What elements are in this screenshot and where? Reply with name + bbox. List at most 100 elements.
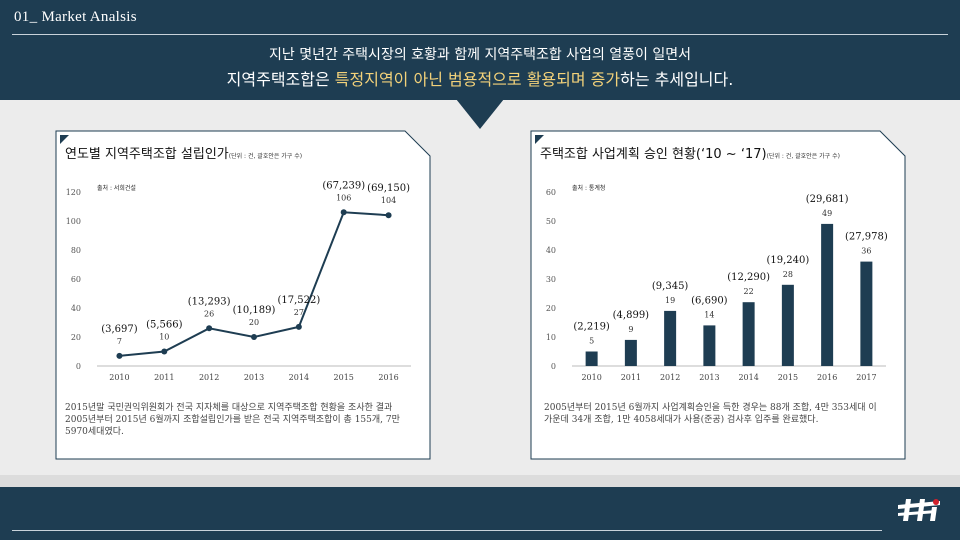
data-point xyxy=(340,209,347,216)
bar xyxy=(821,223,834,366)
point-household-label: (5,566) xyxy=(146,320,183,331)
point-household-label: (69,150) xyxy=(367,183,410,194)
bar-chart-description: 2005년부터 2015년 6월까지 사업계획승인을 득한 경우는 88개 조합… xyxy=(544,403,877,425)
header-band xyxy=(0,0,960,100)
bar xyxy=(664,310,677,366)
data-point xyxy=(385,212,392,219)
bar-value-label: 9 xyxy=(628,325,633,334)
x-tick-label: 2014 xyxy=(738,373,758,382)
bar-value-label: 28 xyxy=(783,270,793,279)
point-household-label: (3,697) xyxy=(101,324,138,335)
panel-frame xyxy=(55,130,431,460)
bar-household-label: (12,290) xyxy=(727,272,770,283)
bar xyxy=(742,302,755,366)
x-tick-label: 2012 xyxy=(660,373,680,382)
bar-household-label: (2,219) xyxy=(573,322,610,333)
bar-chart-title: 주택조합 사업계획 승인 현황(‘10 ~ ‘17)(단위 : 건, 괄호안은 … xyxy=(540,143,840,162)
panel-frame xyxy=(530,130,906,460)
x-tick-label: 2011 xyxy=(621,373,641,382)
page-title: 01_ Market Analsis xyxy=(14,9,137,25)
data-point xyxy=(116,352,123,359)
bar xyxy=(624,339,637,366)
y-tick-label: 0 xyxy=(551,362,556,371)
bar xyxy=(860,261,873,366)
bar-household-label: (27,978) xyxy=(845,232,888,243)
x-tick-label: 2013 xyxy=(244,373,264,382)
chart-source-note: 출처 : 서희건설 xyxy=(97,184,136,192)
y-tick-label: 60 xyxy=(71,275,81,284)
bar-household-label: (6,690) xyxy=(691,295,728,306)
y-tick-label: 80 xyxy=(71,246,81,255)
line-chart-panel: 연도별 지역주택조합 설립인가(단위 : 건, 괄호안은 가구 수) 출처 : … xyxy=(55,130,431,460)
point-value-label: 104 xyxy=(381,196,396,205)
line-chart-unit: (단위 : 건, 괄호안은 가구 수) xyxy=(228,153,303,160)
subtitle-line-2: 지역주택조합은 특정지역이 아닌 범용적으로 활용되며 증가하는 추세입니다. xyxy=(0,66,960,90)
bar-chart-unit: (단위 : 건, 괄호안은 가구 수) xyxy=(766,153,840,160)
bar-chart: 출처 : 통계청 0 10 20 30 40 50 60 2010 2011 2012 2013 201… xyxy=(546,184,888,382)
y-tick-label: 40 xyxy=(71,304,81,313)
point-household-label: (10,189) xyxy=(233,305,276,316)
line-chart-description: 2015년말 국민권익위원회가 전국 지자체를 대상으로 지역주택조합 현황을 … xyxy=(65,403,400,437)
bar-household-label: (29,681) xyxy=(806,194,849,205)
point-household-label: (13,293) xyxy=(188,296,231,307)
bar xyxy=(703,325,716,366)
subtitle-line-2-post: 하는 추세입니다. xyxy=(620,70,734,89)
bar-value-label: 49 xyxy=(822,209,832,218)
y-tick-label: 10 xyxy=(546,333,556,342)
bar-household-label: (9,345) xyxy=(652,281,689,292)
point-value-label: 7 xyxy=(117,337,122,346)
bar-value-label: 14 xyxy=(704,310,714,319)
bar-chart-panel: 주택조합 사업계획 승인 현황(‘10 ~ ‘17)(단위 : 건, 괄호안은 … xyxy=(530,130,906,460)
bar-value-label: 36 xyxy=(861,247,871,256)
line-chart-title-text: 연도별 지역주택조합 설립인가 xyxy=(65,147,229,162)
company-logo-icon xyxy=(898,499,940,521)
line-chart-title: 연도별 지역주택조합 설립인가(단위 : 건, 괄호안은 가구 수) xyxy=(65,143,302,162)
y-tick-label: 50 xyxy=(546,217,556,226)
data-point xyxy=(161,348,168,355)
subtitle-highlight: 특정지역이 아닌 범용적으로 활용되며 증가 xyxy=(334,70,621,89)
y-tick-label: 100 xyxy=(66,217,81,226)
y-tick-label: 0 xyxy=(76,362,81,371)
x-tick-label: 2013 xyxy=(699,373,719,382)
subtitle-line-2-pre: 지역주택조합은 xyxy=(226,70,335,89)
footer-gap xyxy=(0,475,960,487)
footer-divider xyxy=(12,530,882,531)
bar-chart-title-text: 주택조합 사업계획 승인 현황(‘10 ~ ‘17) xyxy=(540,147,767,162)
y-tick-label: 20 xyxy=(546,304,556,313)
x-tick-label: 2011 xyxy=(154,373,174,382)
bar-value-label: 19 xyxy=(665,296,675,305)
y-tick-label: 40 xyxy=(546,246,556,255)
bar-household-label: (4,899) xyxy=(613,310,650,321)
data-point xyxy=(206,325,213,332)
footer-band xyxy=(0,487,960,540)
x-tick-label: 2015 xyxy=(778,373,798,382)
header-pointer xyxy=(456,99,504,129)
x-tick-label: 2010 xyxy=(109,373,129,382)
point-value-label: 20 xyxy=(249,318,259,327)
bar-value-label: 5 xyxy=(589,337,594,346)
x-tick-label: 2010 xyxy=(581,373,601,382)
y-tick-label: 30 xyxy=(546,275,556,284)
x-tick-label: 2012 xyxy=(199,373,219,382)
header-divider xyxy=(12,34,948,35)
x-tick-label: 2016 xyxy=(817,373,837,382)
point-household-label: (67,239) xyxy=(322,180,365,191)
point-household-label: (17,522) xyxy=(277,295,320,306)
chart-source-note: 출처 : 통계청 xyxy=(572,184,605,192)
y-tick-label: 60 xyxy=(546,188,556,197)
point-value-label: 27 xyxy=(294,308,304,317)
data-point xyxy=(295,323,302,330)
y-tick-label: 20 xyxy=(71,333,81,342)
x-tick-label: 2014 xyxy=(289,373,309,382)
point-value-label: 10 xyxy=(159,333,169,342)
bar-household-label: (19,240) xyxy=(766,255,809,266)
y-tick-label: 120 xyxy=(66,188,81,197)
point-value-label: 106 xyxy=(336,193,351,202)
bar xyxy=(781,284,794,366)
bar xyxy=(585,351,598,366)
x-tick-label: 2016 xyxy=(378,373,398,382)
subtitle-line-1: 지난 몇년간 주택시장의 호황과 함께 지역주택조합 사업의 열풍이 일면서 xyxy=(269,47,691,63)
data-point xyxy=(251,334,257,340)
point-value-label: 26 xyxy=(204,309,214,318)
